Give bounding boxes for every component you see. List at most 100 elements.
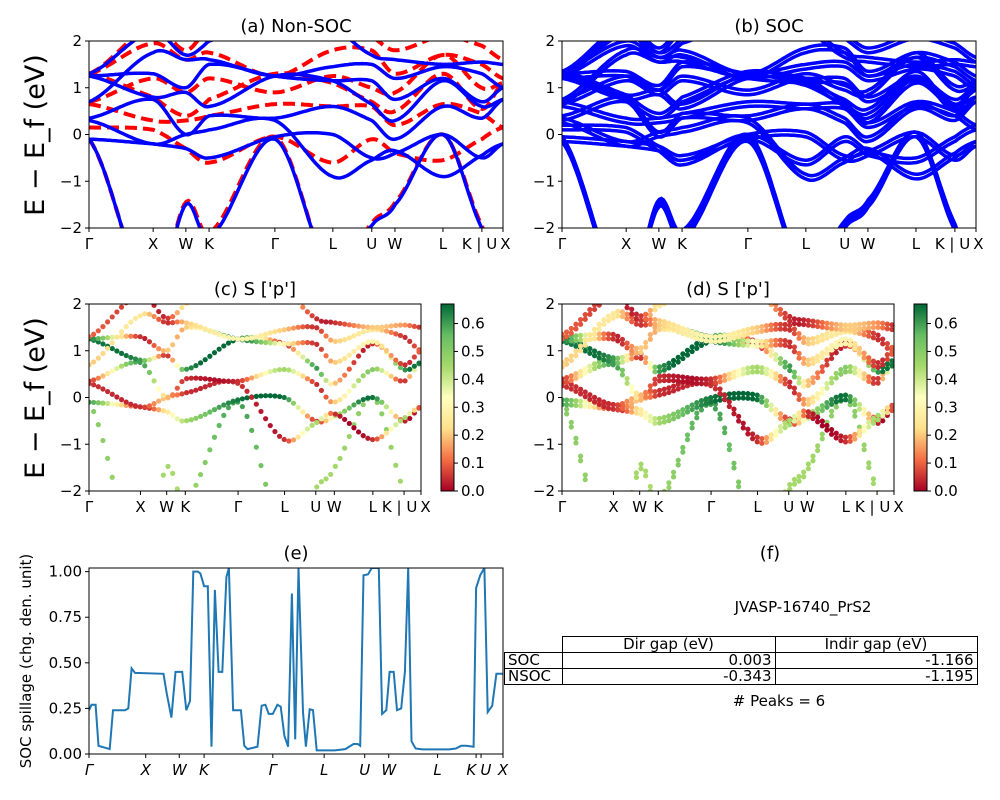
projected-band-point bbox=[337, 358, 343, 364]
x-tick-label: K | U bbox=[855, 498, 890, 516]
projected-band-point bbox=[889, 326, 894, 333]
projected-band-point bbox=[842, 439, 849, 445]
projected-band-point bbox=[689, 348, 695, 355]
projected-band-point bbox=[791, 344, 798, 350]
projected-band-point bbox=[773, 432, 779, 439]
projected-band-point bbox=[582, 348, 588, 354]
projected-band-point bbox=[568, 377, 574, 384]
projected-band-point bbox=[670, 322, 677, 328]
projected-band-point bbox=[564, 397, 570, 403]
projected-band-point bbox=[109, 340, 115, 346]
projected-band-point bbox=[605, 336, 612, 342]
projected-band-point bbox=[782, 326, 788, 332]
projected-band-point bbox=[165, 395, 171, 401]
projected-band-point bbox=[870, 358, 877, 364]
projected-band-point bbox=[207, 382, 213, 388]
projected-band-point bbox=[662, 297, 667, 302]
projected-band-point bbox=[666, 418, 672, 424]
projected-band-point bbox=[763, 323, 770, 329]
projected-band-point bbox=[337, 413, 343, 419]
projected-band-point bbox=[889, 358, 894, 364]
projected-band-point bbox=[615, 313, 621, 319]
material-id: JVASP-16740_PrS2 bbox=[734, 598, 872, 616]
projected-band-point bbox=[402, 367, 408, 373]
projected-band-point bbox=[824, 351, 830, 357]
projected-band-point bbox=[698, 332, 705, 338]
table-header-dir-gap: Dir gap (eV) bbox=[561, 636, 776, 653]
projected-band-point bbox=[91, 382, 97, 388]
projected-band-point bbox=[355, 399, 362, 405]
projected-band-point bbox=[787, 486, 793, 491]
projected-band-point bbox=[244, 413, 250, 420]
projected-band-point bbox=[889, 407, 894, 413]
projected-band-point bbox=[142, 311, 148, 317]
projected-band-point bbox=[295, 404, 301, 411]
projected-band-point bbox=[207, 409, 213, 415]
projected-band-point bbox=[407, 373, 413, 380]
projected-band-point bbox=[624, 380, 630, 386]
projected-band-point bbox=[564, 379, 570, 385]
projected-band-point bbox=[346, 388, 352, 394]
projected-band-point bbox=[842, 392, 849, 398]
projected-band-point bbox=[856, 350, 863, 356]
projected-band-point bbox=[197, 324, 204, 330]
projected-band-point bbox=[374, 436, 380, 442]
x-tick-label: X bbox=[140, 761, 152, 779]
projected-band-point bbox=[416, 360, 421, 366]
projected-band-point bbox=[870, 476, 877, 482]
projected-band-point bbox=[132, 403, 139, 409]
x-tick-label: Γ bbox=[744, 235, 753, 253]
projected-band-point bbox=[610, 310, 616, 317]
projected-band-point bbox=[165, 347, 171, 353]
projected-band-point bbox=[824, 380, 830, 387]
projected-band-point bbox=[643, 468, 649, 474]
projected-band-point bbox=[661, 362, 667, 369]
projected-band-point bbox=[694, 376, 700, 382]
projected-band-point bbox=[670, 373, 677, 379]
projected-band-point bbox=[160, 392, 166, 398]
projected-band-point bbox=[577, 403, 584, 409]
projected-band-point bbox=[856, 428, 863, 434]
projected-band-point bbox=[114, 309, 120, 315]
projected-band-point bbox=[861, 375, 867, 382]
projected-band-point bbox=[712, 338, 718, 345]
projected-band-point bbox=[796, 392, 802, 398]
projected-band-point bbox=[782, 310, 788, 316]
projected-band-point bbox=[123, 352, 129, 359]
projected-band-point bbox=[174, 362, 180, 369]
projected-band-point bbox=[643, 355, 649, 361]
x-tick-label: Γ bbox=[85, 235, 94, 253]
projected-band-point bbox=[842, 364, 849, 370]
projected-band-point bbox=[731, 411, 737, 417]
projected-band-point bbox=[383, 323, 390, 330]
projected-band-point bbox=[337, 377, 343, 383]
projected-band-point bbox=[104, 370, 111, 377]
projected-band-point bbox=[889, 344, 894, 350]
projected-band-point bbox=[666, 484, 672, 491]
projected-band-point bbox=[759, 394, 765, 400]
projected-band-point bbox=[666, 389, 672, 396]
projected-band-point bbox=[731, 460, 737, 466]
projected-band-point bbox=[276, 433, 283, 439]
projected-band-point bbox=[773, 411, 779, 417]
projected-band-point bbox=[791, 385, 798, 391]
projected-band-point bbox=[838, 438, 844, 444]
projected-band-point bbox=[736, 479, 742, 485]
projected-band-point bbox=[754, 369, 760, 375]
projected-band-point bbox=[582, 311, 588, 318]
projected-band-point bbox=[147, 297, 152, 302]
projected-band-point bbox=[754, 329, 760, 335]
projected-band-point bbox=[118, 333, 125, 340]
projected-band-point bbox=[647, 483, 653, 490]
indir-gap-value: -1.166 bbox=[774, 652, 978, 669]
projected-band-point bbox=[880, 408, 886, 414]
projected-band-point bbox=[165, 463, 171, 469]
projected-band-point bbox=[197, 375, 204, 381]
projected-band-point bbox=[763, 435, 770, 441]
projected-band-point bbox=[777, 378, 784, 384]
projected-band-point bbox=[694, 400, 700, 406]
projected-band-point bbox=[689, 375, 695, 381]
projected-band-point bbox=[605, 354, 612, 360]
projected-band-point bbox=[365, 435, 371, 441]
projected-band-point bbox=[684, 327, 691, 333]
